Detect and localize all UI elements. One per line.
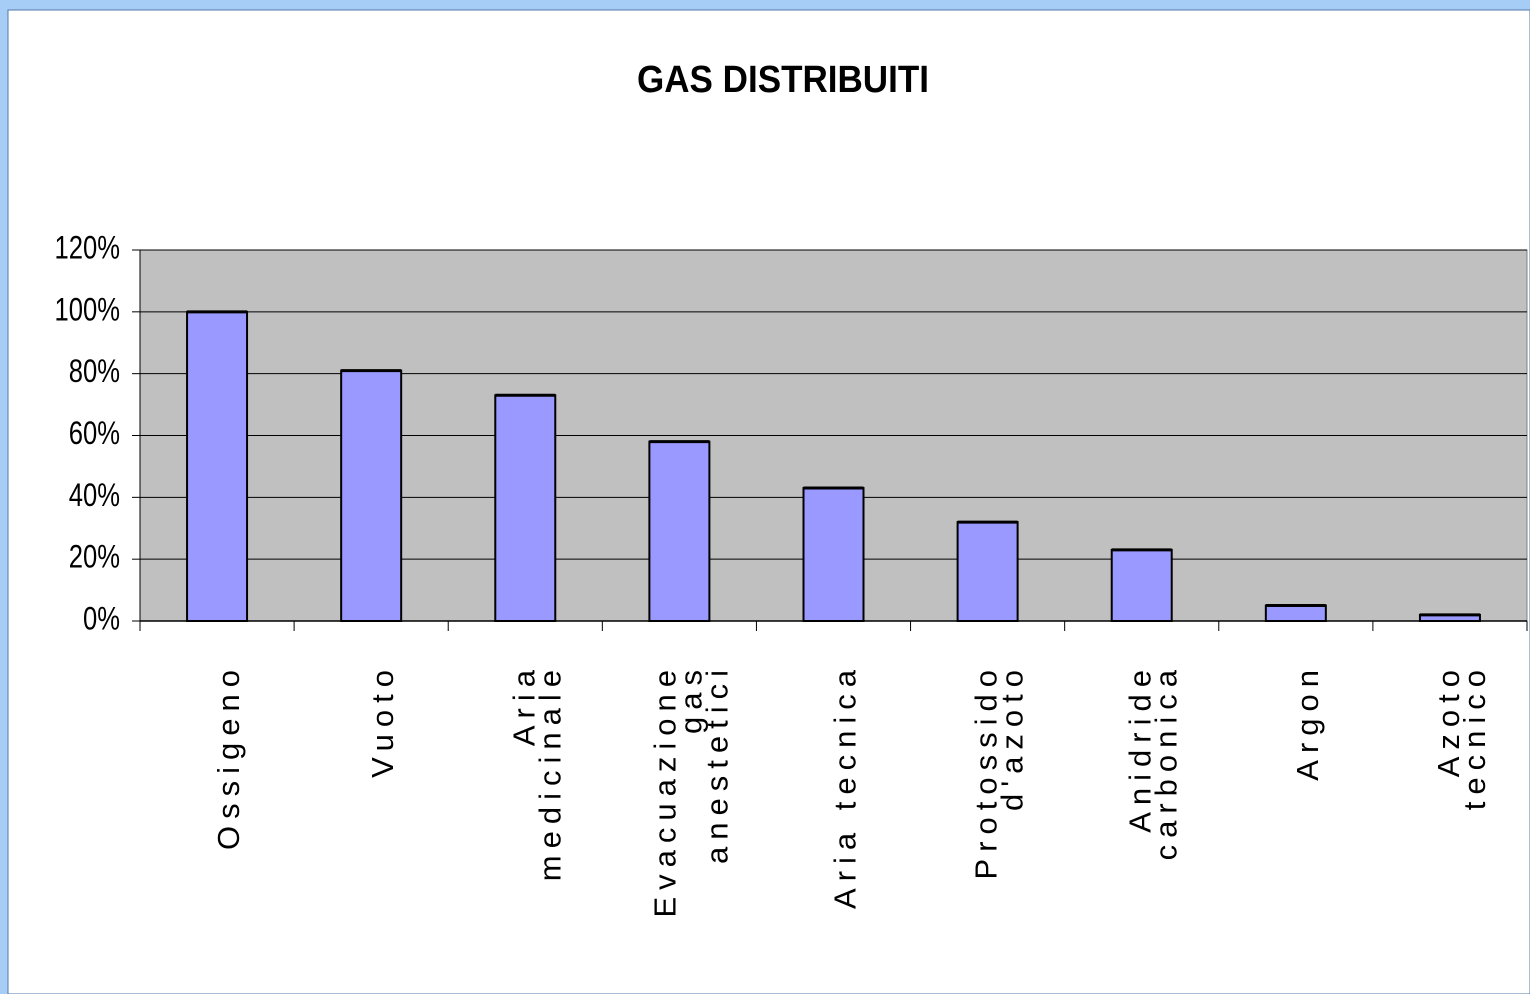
bar <box>494 394 557 622</box>
bar <box>1110 548 1173 622</box>
bar <box>186 310 249 622</box>
x-tick-label: Argon <box>1290 663 1325 781</box>
y-tick-label: 80% <box>69 355 120 390</box>
bar <box>1264 604 1327 623</box>
y-tick-label: 0% <box>83 602 120 637</box>
y-tick-label: 120% <box>55 231 120 266</box>
x-tick-label: Protossidod'azoto <box>969 663 1030 879</box>
y-tick-label: 20% <box>69 540 120 575</box>
x-tick-label: Azototecnico <box>1431 663 1492 810</box>
x-tick-label: Evacuazionegasanestetici <box>648 663 735 918</box>
bar <box>648 440 711 622</box>
x-tick-label: Ariamedicinale <box>506 663 567 881</box>
bar <box>956 521 1019 622</box>
x-tick-label: Ossigeno <box>211 663 246 850</box>
y-tick-label: 40% <box>69 478 120 513</box>
y-tick-label: 60% <box>69 416 120 451</box>
x-tick-label: Aria tecnica <box>828 663 863 909</box>
bar <box>340 369 403 623</box>
bar <box>802 487 865 622</box>
y-tick-label: 100% <box>55 293 120 328</box>
chart-title: GAS DISTRIBUITI <box>637 59 929 101</box>
x-tick-label: Vuoto <box>365 663 400 778</box>
x-tick-label: Anidridecarbonica <box>1123 663 1184 860</box>
